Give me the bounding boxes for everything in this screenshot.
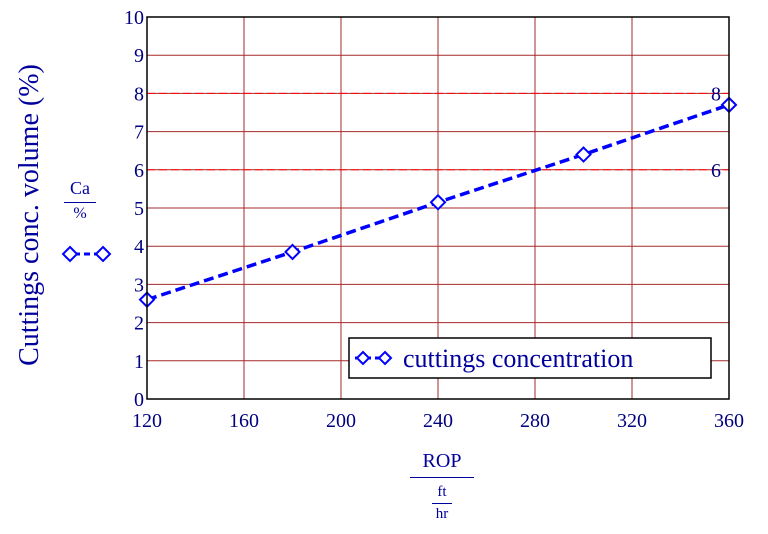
x-unit-denominator: ft hr (432, 484, 452, 523)
reference-line-label: 8 (711, 83, 721, 105)
y-tick-label: 1 (134, 351, 144, 373)
reference-line-label: 6 (711, 160, 721, 182)
y-tick-label: 0 (134, 389, 144, 411)
y-tick-label: 7 (134, 122, 144, 144)
legend: cuttings concentration (348, 337, 712, 379)
y-axis-unit: Ca % (58, 178, 102, 223)
x-tick-label: 160 (229, 410, 259, 432)
x-unit-denominator-bottom: hr (435, 506, 449, 522)
y-tick-label: 4 (134, 236, 144, 258)
y-tick-label: 3 (134, 274, 144, 296)
y-unit-denominator: % (73, 205, 87, 222)
y-tick-label: 10 (124, 7, 144, 29)
y-tick-label: 9 (134, 45, 144, 67)
x-tick-label: 120 (132, 410, 162, 432)
y-axis-title: Cuttings conc. volume (%) (8, 40, 52, 390)
plot-border (146, 16, 730, 400)
y-tick-label: 2 (134, 313, 144, 335)
legend-label: cuttings concentration (403, 344, 633, 373)
plot-frame (146, 16, 730, 400)
x-unit-sub-fraction-bar (432, 503, 452, 504)
legend-swatch-marker (377, 350, 393, 366)
data-point (575, 146, 592, 163)
legend-box (348, 337, 712, 379)
x-tick-label: 320 (617, 410, 647, 432)
data-point (284, 243, 301, 261)
y-unit-numerator: Ca (70, 178, 90, 198)
y-unit-fraction-bar (64, 202, 96, 203)
tick-labels: 120 160 200 240 280 320 360 0 1 2 3 4 5 6 7 8 9 10 (124, 7, 744, 432)
x-unit-fraction-bar (410, 477, 474, 478)
data-point (429, 193, 447, 211)
y-tick-label: 5 (134, 198, 144, 220)
x-unit-denominator-top: ft (437, 484, 447, 500)
y-axis-title-text: Cuttings conc. volume (%) (14, 64, 46, 366)
y-tick-label: 8 (134, 83, 144, 105)
y-unit-series-marker (61, 245, 79, 263)
x-tick-label: 280 (520, 410, 550, 432)
reference-lines: 86 (147, 83, 729, 182)
x-axis-unit: ROP ft hr (410, 450, 474, 523)
x-tick-label: 360 (714, 410, 744, 432)
y-unit-series-marker (94, 245, 112, 263)
x-unit-numerator: ROP (422, 450, 462, 472)
x-tick-label: 240 (423, 410, 453, 432)
y-tick-label: 6 (134, 160, 144, 182)
series-layer (61, 96, 738, 309)
x-tick-label: 200 (326, 410, 356, 432)
legend-swatch-marker (355, 350, 371, 366)
